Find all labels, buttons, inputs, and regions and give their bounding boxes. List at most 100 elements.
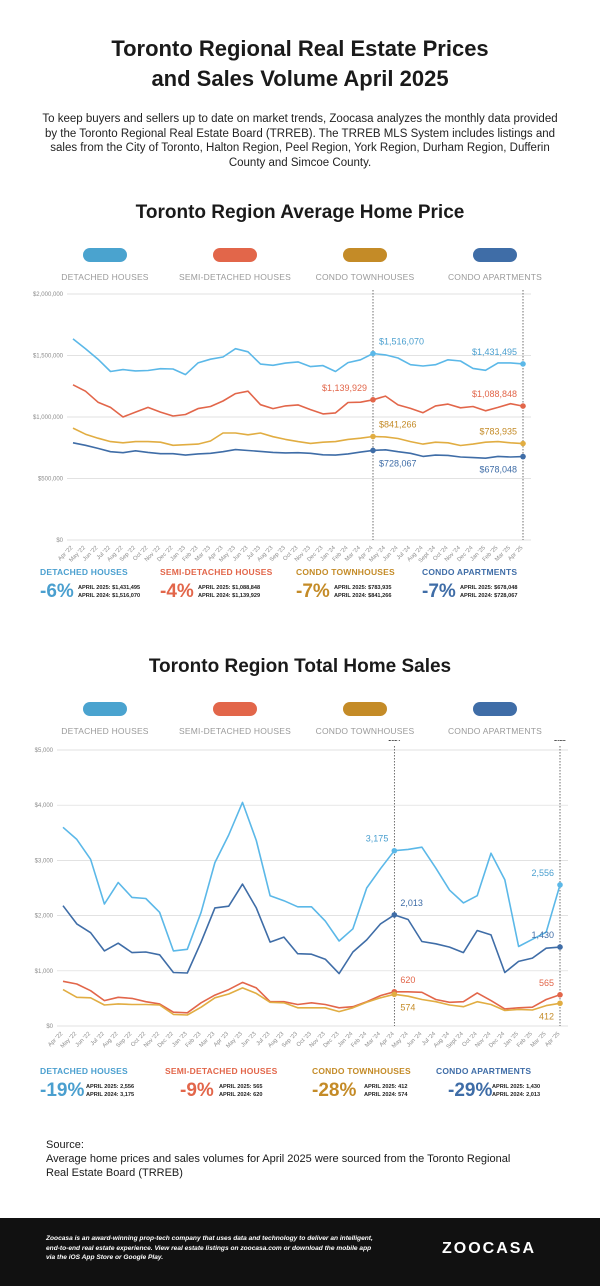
stat-percent: -6% [40, 581, 74, 602]
stat-previous: APRIL 2024: $1,139,929 [198, 593, 261, 600]
legend-swatch [473, 248, 517, 262]
y-tick-label: $500,000 [38, 477, 64, 483]
stat-name: CONDO APARTMENTS [422, 567, 518, 577]
data-label: 565 [539, 978, 554, 988]
data-label: 1,430 [531, 930, 554, 940]
price-stat-detached: DETACHED HOUSES -6% APRIL 2025: $1,431,4… [40, 567, 172, 609]
y-tick-label: $2,000,000 [33, 292, 64, 298]
legend-swatch [213, 702, 257, 716]
x-tick-label: Dec '22 [157, 1031, 175, 1049]
stat-percent: -4% [160, 581, 194, 602]
data-label: $1,516,070 [379, 337, 424, 347]
series-line-condo-apt [72, 442, 524, 459]
x-tick-label: Mar '23 [198, 1031, 216, 1049]
stat-current: APRIL 2025: 412 [364, 1084, 408, 1090]
data-label: $783,935 [479, 427, 517, 437]
data-label: $841,266 [379, 420, 417, 430]
legend-item-condo-townhouses: CONDO TOWNHOUSES [300, 248, 430, 282]
sales-stat-semi-detached: SEMI-DETACHED HOUSES -9% APRIL 2025: 565… [165, 1066, 297, 1108]
stat-percent: -29% [448, 1080, 493, 1101]
x-tick-label: Sep '22 [115, 1031, 133, 1049]
series-line-semi [62, 980, 561, 1014]
sales-legend: DETACHED HOUSES SEMI-DETACHED HOUSES CON… [40, 702, 560, 742]
legend-label: CONDO TOWNHOUSES [315, 726, 415, 736]
series-point [370, 447, 376, 454]
price-line-chart: $0 $500,000 $1,000,000 $1,500,000 $2,000,000… [33, 285, 531, 564]
stat-name: CONDO TOWNHOUSES [296, 567, 395, 577]
data-label: 2,556 [531, 868, 554, 878]
y-tick-label: $1,000 [35, 969, 54, 975]
zoocasa-logo: ZOOCASA [442, 1240, 536, 1257]
series-point [370, 433, 376, 440]
stat-name: CONDO TOWNHOUSES [312, 1066, 411, 1076]
stat-previous: APRIL 2024: $841,266 [334, 593, 392, 600]
stat-percent: -19% [40, 1080, 85, 1101]
data-label: $1,139,929 [322, 383, 367, 393]
stat-name: SEMI-DETACHED HOUSES [160, 567, 273, 577]
x-tick-label: Jun '22 [75, 1031, 92, 1048]
sales-stat-detached: DETACHED HOUSES -19% APRIL 2025: 2,556 AP… [40, 1066, 172, 1108]
title-line-1: Toronto Regional Real Estate Prices [111, 36, 489, 61]
series-point [557, 992, 563, 998]
marker-label: 2025 [517, 285, 529, 287]
data-label: 412 [539, 1011, 554, 1021]
stat-previous: APRIL 2024: 3,175 [86, 1092, 135, 1099]
legend-swatch [343, 248, 387, 262]
stat-previous: APRIL 2024: 2,013 [492, 1092, 541, 1099]
stat-percent: -7% [422, 581, 456, 602]
stat-name: DETACHED HOUSES [40, 567, 128, 577]
series-point [391, 991, 398, 998]
title-line-2: and Sales Volume April 2025 [151, 66, 449, 91]
data-label: 2,013 [400, 898, 423, 908]
series-point [557, 1000, 563, 1007]
stat-previous: APRIL 2024: $1,516,070 [78, 593, 141, 600]
y-tick-label: $0 [56, 538, 63, 544]
legend-label: SEMI-DETACHED HOUSES [179, 272, 291, 282]
legend-item-semi-detached: SEMI-DETACHED HOUSES [170, 702, 300, 736]
stat-previous: APRIL 2024: 620 [219, 1092, 263, 1099]
y-tick-label: $1,000,000 [33, 415, 64, 421]
source-text: Average home prices and sales volumes fo… [46, 1153, 511, 1179]
stat-current: APRIL 2025: $783,935 [334, 585, 392, 591]
price-legend: DETACHED HOUSES SEMI-DETACHED HOUSES CON… [40, 248, 560, 288]
price-stat-condo-townhouses: CONDO TOWNHOUSES -7% APRIL 2025: $783,93… [296, 567, 428, 609]
price-chart-title: Toronto Region Average Home Price [135, 202, 465, 223]
data-label: $728,067 [379, 458, 417, 468]
sales-stat-condo-townhouses: CONDO TOWNHOUSES -28% APRIL 2025: 412 APR… [312, 1066, 444, 1108]
legend-label: CONDO TOWNHOUSES [315, 272, 415, 282]
x-tick-label: Sep '23 [281, 1031, 299, 1049]
series-point [520, 440, 526, 447]
stat-percent: -7% [296, 581, 330, 602]
intro-paragraph: To keep buyers and sellers up to date on… [42, 113, 558, 169]
stat-percent: -9% [180, 1080, 214, 1101]
stat-current: APRIL 2025: 2,556 [86, 1084, 135, 1090]
series-point [557, 882, 563, 888]
y-tick-label: $5,000 [35, 748, 54, 754]
series-line-semi [72, 384, 524, 418]
source-heading: Source: [46, 1139, 84, 1151]
legend-item-condo-townhouses: CONDO TOWNHOUSES [300, 702, 430, 736]
x-tick-label: Jun '24 [406, 1031, 424, 1049]
series-line-condo-apt [62, 883, 561, 975]
y-tick-label: $3,000 [35, 858, 54, 864]
series-point [520, 361, 526, 367]
legend-swatch [213, 248, 257, 262]
legend-item-detached: DETACHED HOUSES [40, 702, 170, 736]
stat-name: DETACHED HOUSES [40, 1066, 128, 1076]
data-label: 574 [400, 1002, 415, 1012]
stat-name: CONDO APARTMENTS [436, 1066, 532, 1076]
series-point [370, 350, 376, 357]
stat-previous: APRIL 2024: 574 [364, 1092, 408, 1099]
legend-item-detached: DETACHED HOUSES [40, 248, 170, 282]
stat-current: APRIL 2025: 565 [219, 1084, 263, 1090]
price-stat-condo-apartments: CONDO APARTMENTS -7% APRIL 2025: $678,04… [422, 567, 554, 609]
series-point [391, 912, 398, 918]
x-tick-label: Apr '25 [544, 1031, 561, 1048]
y-tick-label: $0 [46, 1024, 53, 1030]
legend-swatch [473, 702, 517, 716]
x-tick-label: Mar '25 [530, 1031, 548, 1049]
marker-label: 2024 [389, 740, 401, 743]
data-label: 620 [400, 975, 415, 985]
footer-text: Zoocasa is an award-winning prop-tech co… [46, 1235, 373, 1262]
